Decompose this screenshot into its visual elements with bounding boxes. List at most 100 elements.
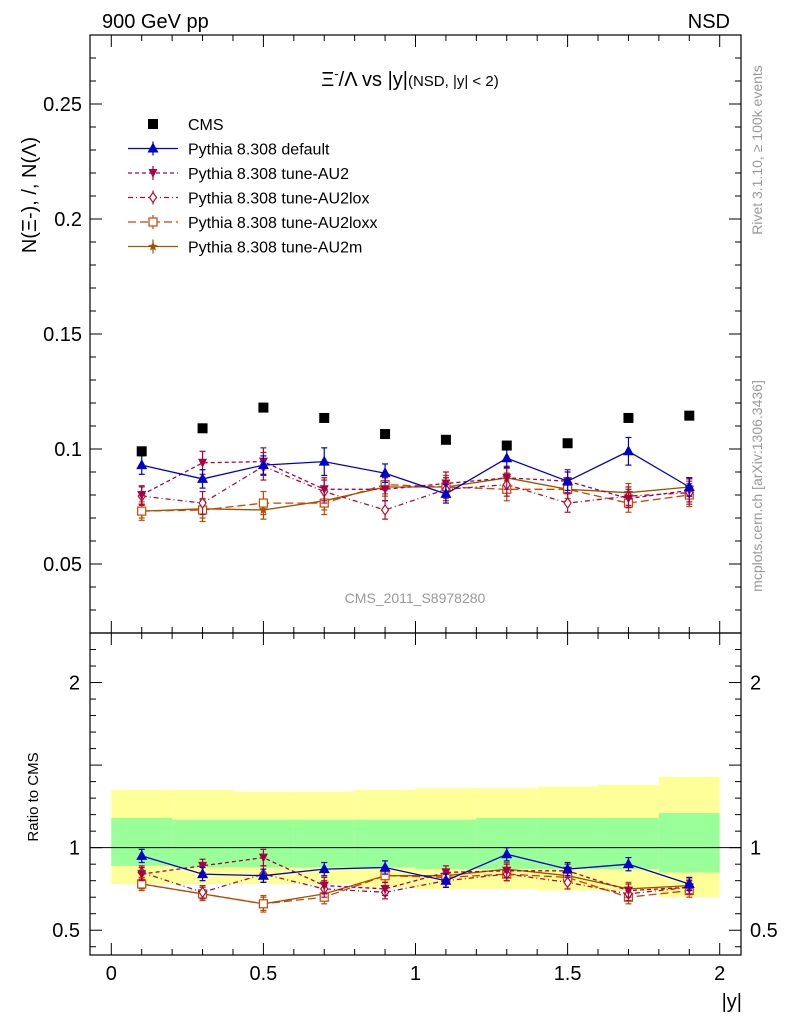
series-2-line [141,460,690,500]
legend-marker [148,241,158,251]
series-1-ratio-line [141,853,690,885]
header-right: NSD [688,11,730,33]
series-2-point [380,485,390,495]
series-4-point [258,498,268,508]
ratio-y-tick-label: 2 [69,673,80,695]
ratio-y-tick-label-right: 1 [750,838,761,860]
x-tick-label: 2 [714,963,725,985]
series-2-point [137,491,147,500]
series-2-ratio-point [198,861,208,871]
series-0-point [440,434,451,445]
series-1-ratio-point [136,849,148,860]
band-inner [537,817,599,870]
legend-label: CMS [188,117,224,134]
series-1-point [501,452,513,463]
main-plot-series [136,402,695,523]
series-3-ratio-point [563,876,572,889]
series-1-ratio-point [440,874,452,885]
series-0-point [258,402,269,413]
series-2-point [441,479,451,489]
mcplots-watermark: mcplots.cern.ch [arXiv:1306.3436] [749,380,765,592]
title-sup: - [334,66,338,81]
series-4-line [141,483,690,512]
legend: CMS Pythia 8.308 default Pythia 8.308 tune… [128,117,377,257]
series-1-point [257,459,269,470]
y-tick-label: 0.25 [43,94,82,116]
series-1-point [379,467,391,478]
series-2-point [623,494,633,504]
series-2-point [198,458,208,468]
series-0-point [136,446,147,457]
series-1-point [683,480,695,491]
ratio-y-tick-label: 0.5 [52,920,80,942]
plot-title: Ξ-/Λ vs |y|(NSD, |y| < 2) [321,66,498,91]
series-1-ratio-point [622,858,634,869]
ratio-y-tick-label-right: 0.5 [750,920,778,942]
series-4-point [137,506,147,516]
series-2-ratio-line [141,856,690,892]
series-3-line [141,465,690,511]
series-1-ratio-point [318,863,330,874]
series-2-ratio-point [258,853,268,863]
series-3-point [563,497,572,510]
x-tick-label: 0.5 [249,963,277,985]
series-2-ratio-point [623,886,633,896]
series-1-line [141,450,690,495]
ratio-plot-series [136,847,695,913]
rivet-watermark: Rivet 3.1.10, ≥ 100k events [749,65,765,235]
x-tick-label: 1 [410,963,421,985]
series-4-ratio-line [141,873,690,905]
series-1-point [562,475,574,486]
series-2-point [502,473,512,483]
series-2-ratio-point [380,884,390,894]
series-5-ratio-line [141,868,690,905]
title-rest: /Λ vs |y| [339,69,408,91]
series-2-ratio-point [441,868,451,878]
title-cut: (NSD, |y| < 2) [408,73,499,90]
series-2-ratio-point [502,866,512,876]
header-left: 900 GeV pp [102,11,209,33]
band-inner [354,819,416,868]
series-1-ratio-point [379,861,391,872]
y-axis-label: N(Ξ-), /, N(Λ) [19,137,41,253]
x-tick-label: 1.5 [554,963,582,985]
legend-marker [148,191,158,204]
legend-label: Pythia 8.308 tune-AU2m [188,240,362,257]
series-4-ratio-point [258,899,268,909]
y-tick-label: 0.05 [43,554,82,576]
legend-label: Pythia 8.308 tune-AU2 [188,166,349,183]
series-1-point [440,487,452,498]
ratio-y-tick-label-right: 2 [750,673,761,695]
band-inner [415,819,477,870]
series-0-point [562,438,573,449]
y-tick-label: 0.15 [43,324,82,346]
series-1-ratio-point [257,869,269,880]
series-2-ratio-point [137,870,147,880]
series-0-point [380,429,391,440]
band-inner [293,819,355,868]
legend-label: Pythia 8.308 default [188,142,330,159]
frames-and-ticks [89,34,742,956]
series-0-point [197,423,208,434]
legend-marker [148,119,158,129]
ratio-y-axis-label: Ratio to CMS [25,752,42,841]
series-0-point [684,410,695,421]
series-1-ratio-point [683,877,695,888]
series-1-point [318,455,330,466]
series-2-point [319,485,329,495]
tick-labels: 0 0.5 1 1.5 2 0.05 0.1 0.15 0.2 0.25 0.5 0.5 1 1 2 2 [43,94,778,985]
analysis-watermark: CMS_2011_S8978280 [345,590,486,606]
x-tick-label: 0 [106,963,117,985]
series-1-ratio-point [197,868,209,879]
title-xi: Ξ [321,69,334,91]
series-3-ratio-point [198,886,207,899]
x-axis-label: |y| [722,991,742,1013]
series-1-point [622,445,634,456]
series-1-point [197,472,209,483]
series-5-line [141,477,690,512]
y-tick-label: 0.2 [54,209,82,231]
legend-label: Pythia 8.308 tune-AU2loxx [188,215,377,232]
series-0-point [501,440,512,451]
